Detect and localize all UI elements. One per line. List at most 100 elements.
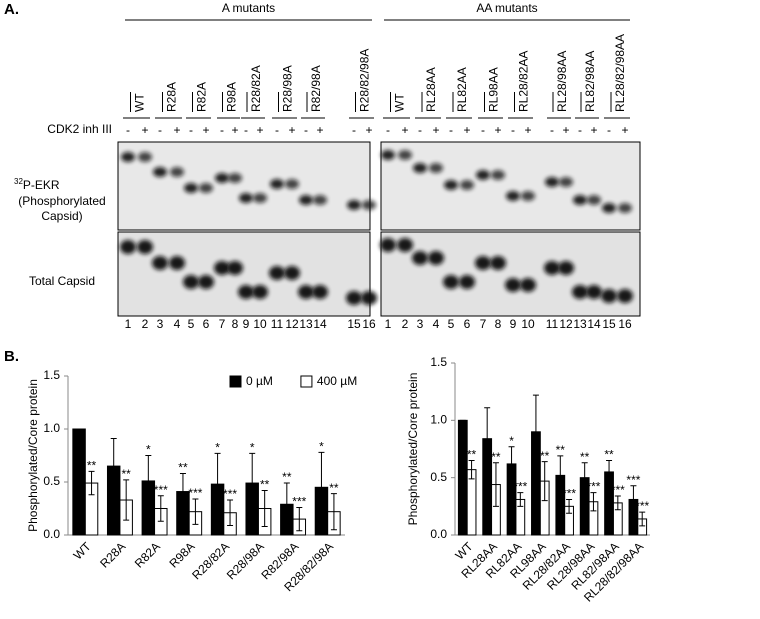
band <box>252 285 268 299</box>
sign: + <box>316 123 323 137</box>
row-label: (Phosphorylated <box>18 194 105 208</box>
sign: + <box>202 123 209 137</box>
blot <box>380 231 641 317</box>
treatment-label: CDK2 inh III <box>47 122 112 136</box>
sign: + <box>463 123 470 137</box>
sign: + <box>432 123 439 137</box>
legend-label: 400 µM <box>317 374 357 388</box>
band <box>120 240 136 254</box>
lane-label: RL28AA <box>424 67 438 112</box>
lane-label: R82/98A <box>309 65 323 112</box>
band <box>380 238 396 252</box>
row-label: 32P-EKR <box>14 177 60 192</box>
significance: *** <box>223 487 237 501</box>
band <box>169 256 185 270</box>
sign: + <box>288 123 295 137</box>
sign: - <box>352 123 356 137</box>
band <box>227 261 243 275</box>
x-tick-label: R98A <box>166 539 197 570</box>
lane-number: 15 <box>347 317 361 331</box>
significance: ** <box>121 467 131 481</box>
error-bar <box>468 459 475 480</box>
band <box>184 183 198 193</box>
y-axis-label: Phosphorylated/Core protein <box>406 373 420 526</box>
lane-label: R28/82A <box>249 65 263 112</box>
band <box>238 285 254 299</box>
lane-label: R98A <box>225 82 239 112</box>
band <box>362 200 376 210</box>
group-title: A mutants <box>222 1 275 15</box>
error-bar <box>541 461 548 502</box>
lane-number: 4 <box>174 317 181 331</box>
band <box>313 195 327 205</box>
y-tick-label: 0.0 <box>430 527 447 541</box>
band <box>170 167 184 177</box>
lane-label: WT <box>393 93 407 112</box>
significance: ** <box>87 459 97 473</box>
sign: + <box>621 123 628 137</box>
significance: ** <box>260 478 270 492</box>
error-bar <box>614 495 621 511</box>
band <box>602 203 616 213</box>
band <box>572 285 588 299</box>
lane-number: 6 <box>203 317 210 331</box>
sign: - <box>220 123 224 137</box>
band <box>284 266 300 280</box>
band <box>617 289 633 303</box>
band <box>618 203 632 213</box>
band <box>183 275 199 289</box>
y-tick-label: 0.5 <box>430 470 447 484</box>
lane-label: RL28/82AA <box>517 51 531 112</box>
error-bar <box>214 452 221 516</box>
lane-number: 14 <box>313 317 327 331</box>
band <box>558 261 574 275</box>
sign: - <box>189 123 193 137</box>
error-bar <box>517 492 524 507</box>
y-tick-label: 0.0 <box>43 527 60 541</box>
lane-number: 3 <box>417 317 424 331</box>
significance: *** <box>188 486 202 500</box>
significance: * <box>509 434 514 448</box>
band <box>476 170 490 180</box>
significance: ** <box>580 450 590 464</box>
lane-number: 4 <box>433 317 440 331</box>
sign: - <box>481 123 485 137</box>
band <box>475 256 491 270</box>
lane-number: 9 <box>510 317 517 331</box>
sign: - <box>304 123 308 137</box>
sign: - <box>449 123 453 137</box>
lane-number: 8 <box>495 317 502 331</box>
y-tick-label: 1.0 <box>43 421 60 435</box>
band <box>138 152 152 162</box>
lane-number: 10 <box>521 317 535 331</box>
x-tick-label: R28/98A <box>224 539 267 582</box>
significance: * <box>215 441 220 455</box>
band <box>298 285 314 299</box>
blot <box>380 141 641 231</box>
sign: + <box>562 123 569 137</box>
significance: * <box>146 443 151 457</box>
significance: *** <box>513 480 527 494</box>
lane-number: 5 <box>448 317 455 331</box>
band <box>506 191 520 201</box>
band <box>559 177 573 187</box>
lane-label: RL28/98AA <box>555 51 569 112</box>
lane-number: 14 <box>587 317 601 331</box>
significance: * <box>319 439 324 453</box>
bar <box>457 419 468 536</box>
band <box>121 152 135 162</box>
band <box>490 256 506 270</box>
lane-number: 16 <box>618 317 632 331</box>
lane-number: 7 <box>219 317 226 331</box>
error-bar <box>590 492 597 512</box>
band <box>444 180 458 190</box>
lane-label: RL82AA <box>455 67 469 112</box>
band <box>491 170 505 180</box>
sign: + <box>141 123 148 137</box>
error-bar <box>508 446 515 482</box>
row-label: Capsid) <box>41 209 82 223</box>
band <box>198 275 214 289</box>
band <box>586 285 602 299</box>
lane-number: 3 <box>157 317 164 331</box>
lane-number: 2 <box>402 317 409 331</box>
